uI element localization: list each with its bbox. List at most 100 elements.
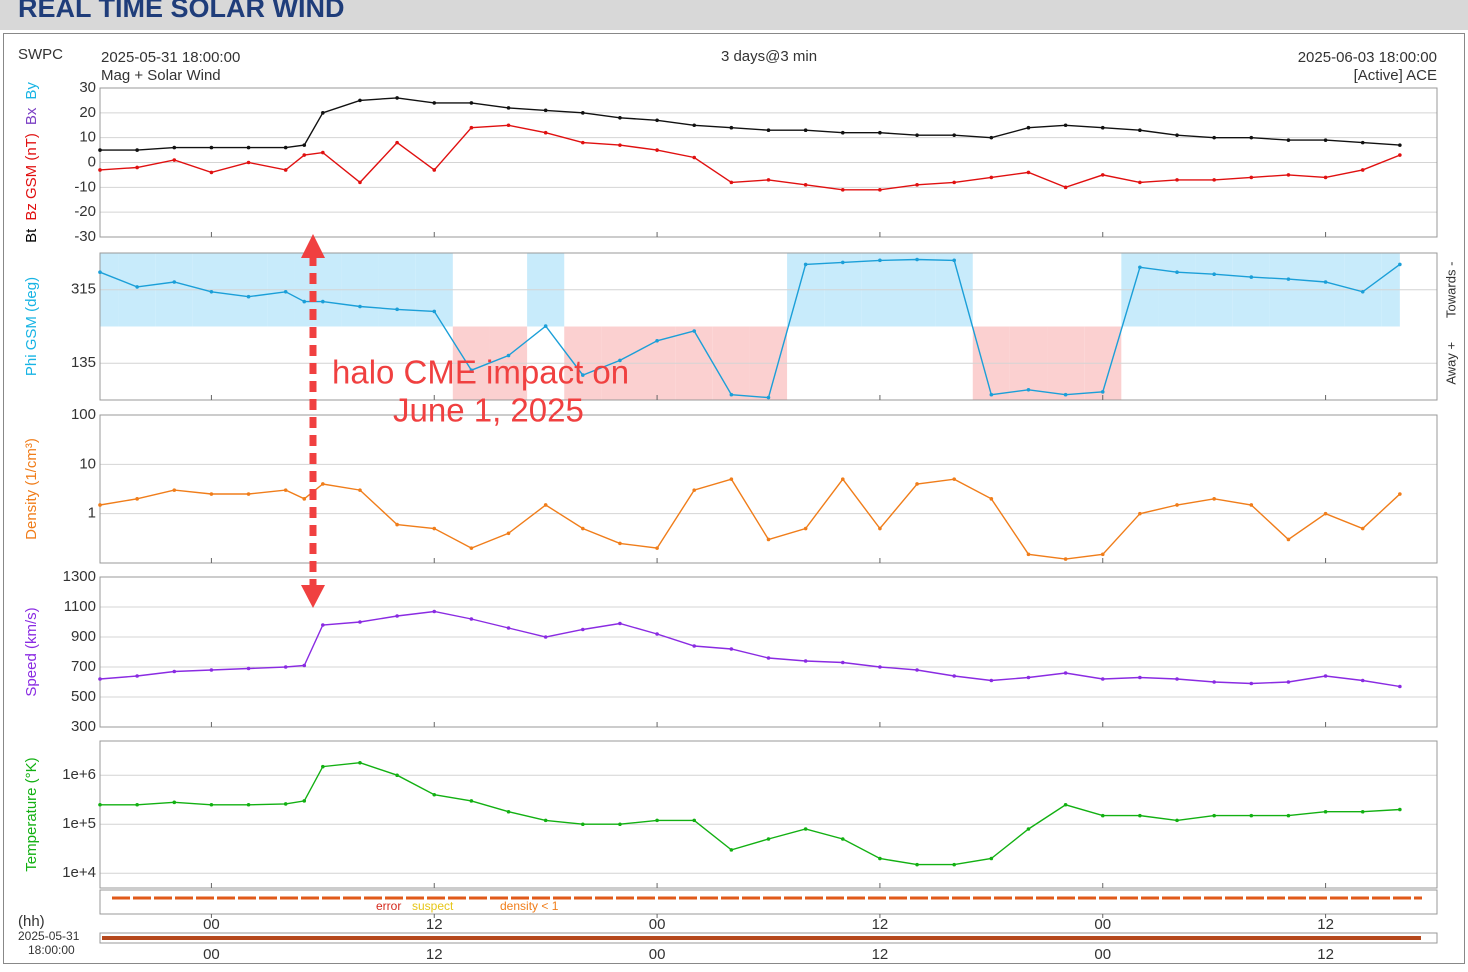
status-label: error bbox=[376, 899, 401, 913]
data-point bbox=[766, 178, 771, 182]
panel-frame bbox=[99, 252, 1438, 401]
data-point bbox=[1360, 289, 1365, 294]
data-point bbox=[729, 848, 734, 852]
data-point bbox=[655, 148, 659, 152]
y-label-part: By bbox=[23, 82, 40, 100]
y-label-part: Phi GSM (deg) bbox=[23, 277, 40, 376]
data-point bbox=[989, 497, 994, 501]
data-point bbox=[1026, 125, 1031, 130]
y-label-part: Bz GSM (nT) bbox=[23, 133, 40, 221]
sector-label: Towards - bbox=[1443, 262, 1458, 318]
data-point bbox=[692, 488, 697, 492]
x-tick-label: 12 bbox=[872, 946, 889, 963]
data-point bbox=[135, 497, 139, 501]
data-point bbox=[358, 760, 362, 765]
data-point bbox=[1026, 387, 1031, 392]
data-point bbox=[1026, 675, 1031, 680]
data-point bbox=[1212, 272, 1216, 277]
panel-frame bbox=[99, 414, 1438, 564]
data-point bbox=[283, 665, 288, 669]
data-point bbox=[469, 617, 474, 621]
y-tick-label: 1e+4 bbox=[62, 864, 96, 881]
y-tick-label: 1100 bbox=[64, 598, 96, 615]
data-point bbox=[395, 307, 399, 312]
data-point bbox=[1063, 671, 1068, 675]
data-point bbox=[692, 818, 697, 823]
data-point bbox=[618, 143, 622, 147]
data-point bbox=[766, 656, 771, 660]
data-point bbox=[321, 299, 325, 304]
data-point bbox=[1138, 180, 1142, 185]
y-axis-label: Speed (km/s) bbox=[23, 607, 40, 696]
data-point bbox=[1398, 807, 1402, 812]
data-point bbox=[172, 488, 177, 492]
data-point bbox=[209, 668, 214, 672]
data-point bbox=[135, 674, 139, 678]
data-point bbox=[581, 140, 585, 145]
data-point bbox=[1360, 678, 1365, 683]
data-point bbox=[209, 492, 214, 496]
data-point bbox=[618, 358, 622, 363]
data-point bbox=[1249, 175, 1254, 180]
x-tick-label: 12 bbox=[1317, 946, 1334, 963]
data-point bbox=[358, 488, 362, 492]
data-point bbox=[506, 626, 511, 630]
data-point bbox=[1398, 143, 1402, 147]
data-point bbox=[878, 130, 882, 135]
data-point bbox=[135, 802, 139, 807]
data-point bbox=[1063, 802, 1068, 807]
data-point bbox=[209, 289, 214, 294]
data-point bbox=[840, 477, 845, 481]
data-point bbox=[321, 150, 325, 155]
data-point bbox=[1286, 537, 1291, 542]
data-point bbox=[1100, 677, 1105, 681]
data-point bbox=[1286, 813, 1291, 818]
data-point bbox=[1138, 813, 1142, 818]
data-point bbox=[1323, 175, 1328, 180]
data-point bbox=[1249, 275, 1254, 279]
data-point bbox=[655, 118, 659, 123]
data-point bbox=[1063, 123, 1068, 128]
data-point bbox=[209, 145, 214, 150]
data-point bbox=[98, 270, 102, 274]
data-point bbox=[1249, 135, 1254, 140]
data-point bbox=[1249, 813, 1254, 818]
data-point bbox=[1212, 135, 1216, 140]
data-point bbox=[1360, 140, 1365, 145]
data-point bbox=[952, 133, 956, 137]
data-point bbox=[1360, 168, 1365, 172]
y-tick-label: 500 bbox=[71, 688, 96, 705]
data-point bbox=[878, 526, 882, 531]
data-point bbox=[209, 802, 214, 807]
data-point bbox=[98, 168, 102, 172]
y-tick-label: 900 bbox=[71, 628, 96, 645]
data-point bbox=[432, 792, 437, 797]
data-point bbox=[915, 183, 919, 187]
data-point bbox=[729, 125, 734, 130]
data-point bbox=[302, 299, 307, 304]
annotation-text: June 1, 2025 bbox=[393, 392, 584, 429]
data-point bbox=[581, 373, 585, 377]
status-label: density < 1 bbox=[500, 899, 559, 913]
y-label-part: Bx bbox=[23, 107, 40, 125]
data-point bbox=[1286, 138, 1291, 142]
data-point bbox=[1286, 173, 1291, 177]
data-point bbox=[952, 674, 956, 678]
data-point bbox=[358, 180, 362, 185]
data-point bbox=[283, 289, 288, 294]
data-point bbox=[581, 111, 585, 115]
y-tick-label: 1300 bbox=[63, 568, 96, 585]
data-point bbox=[172, 669, 177, 674]
data-point bbox=[878, 665, 882, 669]
data-point bbox=[1323, 511, 1328, 516]
series-line bbox=[99, 124, 1401, 191]
x-unit: (hh) bbox=[18, 913, 45, 930]
data-point bbox=[1063, 185, 1068, 190]
title-band bbox=[0, 0, 1468, 30]
data-point bbox=[1063, 392, 1068, 397]
data-point bbox=[1360, 809, 1365, 814]
y-label-part: Density (1/cm³) bbox=[23, 438, 40, 540]
data-point bbox=[952, 862, 956, 867]
data-point bbox=[766, 128, 771, 133]
data-point bbox=[1138, 265, 1142, 270]
